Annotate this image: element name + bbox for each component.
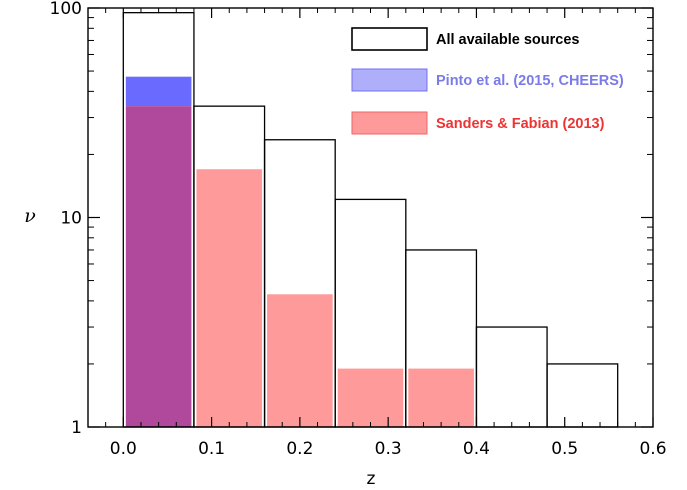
x-tick-label: 0.6 [639, 439, 666, 459]
legend-swatch-all-sources [351, 27, 428, 51]
x-axis-title: z [367, 469, 376, 489]
axis-ticks: 0.0 0.1 0.2 0.3 0.4 0.5 0.6 1 10 100 [50, 0, 667, 459]
bar-overlap-bin-0 [125, 106, 192, 428]
y-tick-label: 1 [71, 418, 82, 438]
legend-swatch-pinto [351, 68, 428, 92]
legend-label-sanders: Sanders & Fabian (2013) [436, 116, 605, 132]
legend-swatch-sanders [351, 111, 428, 135]
y-tick-label: 100 [50, 0, 82, 19]
bar-pinto-bin-0 [125, 76, 192, 107]
bar-sanders-bin-1 [196, 169, 263, 427]
bar-all-sources-bin-5 [475, 326, 548, 428]
x-tick-label: 0.1 [198, 439, 225, 459]
y-axis-title: ν [24, 205, 36, 227]
legend-label-all-sources: All available sources [436, 32, 579, 48]
legend-label-pinto: Pinto et al. (2015, CHEERS) [436, 73, 624, 89]
x-tick-label: 0.4 [463, 439, 490, 459]
bar-sanders-bin-2 [267, 294, 333, 427]
x-tick-label: 0.3 [375, 439, 402, 459]
bar-sanders-bin-4 [408, 368, 474, 427]
x-tick-label: 0.5 [551, 439, 578, 459]
bar-sanders-bin-3 [337, 368, 404, 427]
y-tick-label: 10 [60, 209, 82, 229]
bar-all-sources-bin-6 [546, 363, 619, 428]
legend: All available sources Pinto et al. (2015,… [351, 27, 624, 135]
x-tick-label: 0.0 [110, 439, 137, 459]
x-tick-label: 0.2 [286, 439, 313, 459]
bars-layer [122, 12, 619, 428]
